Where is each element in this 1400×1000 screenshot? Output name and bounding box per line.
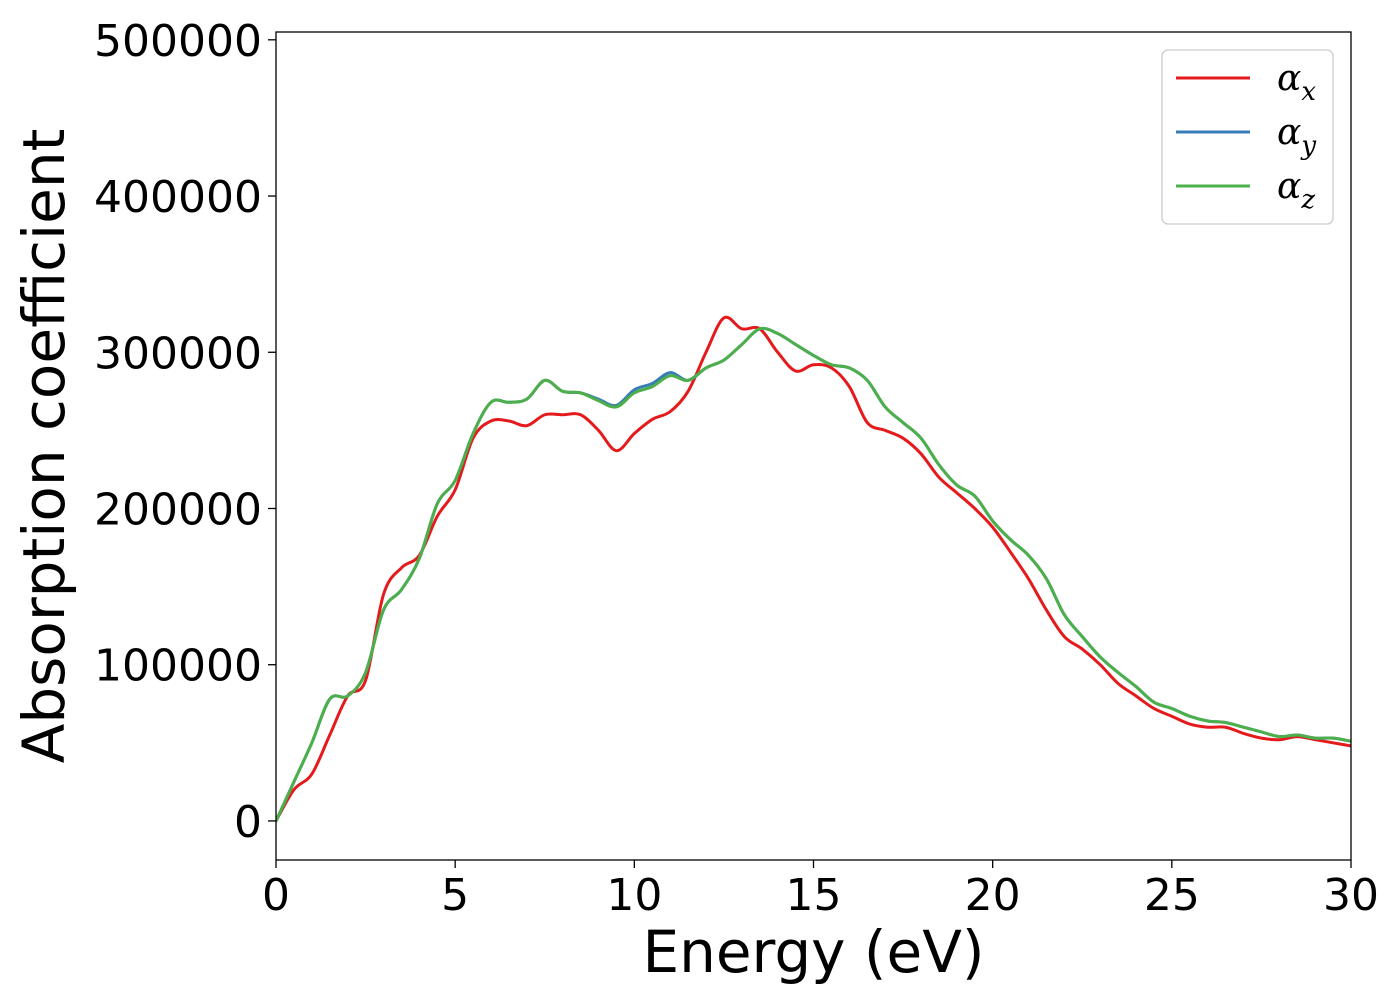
x-tick-label: 20 [965, 870, 1021, 921]
y-axis-ticks: 0 100000 200000 300000 400000 500000 [94, 16, 276, 848]
series-lines [276, 315, 1351, 823]
x-tick-label: 5 [441, 870, 469, 921]
y-tick-label: 300000 [94, 328, 262, 379]
y-tick-label: 200000 [94, 484, 262, 535]
y-axis-title: Absorption coefficient [10, 129, 78, 764]
legend-label-y: αy [1277, 112, 1316, 161]
x-tick-label: 30 [1323, 870, 1379, 921]
series-line-z [276, 326, 1351, 823]
legend-label-x: αx [1277, 58, 1316, 107]
legend-subscript: x [1301, 77, 1316, 107]
x-tick-label: 10 [606, 870, 662, 921]
x-tick-label: 0 [262, 870, 290, 921]
x-axis-title: Energy (eV) [642, 918, 984, 986]
y-tick-label: 400000 [94, 172, 262, 223]
x-axis-ticks: 0 5 10 15 20 25 30 [262, 860, 1379, 921]
y-tick-label: 100000 [94, 641, 262, 692]
legend-symbol: α [1277, 166, 1301, 207]
y-tick-label: 500000 [94, 16, 262, 67]
legend-subscript: z [1300, 185, 1315, 215]
x-tick-label: 15 [786, 870, 842, 921]
legend-subscript: y [1300, 131, 1316, 161]
legend-box [1161, 49, 1334, 225]
x-tick-label: 25 [1144, 870, 1200, 921]
legend-symbol: α [1277, 58, 1301, 99]
series-line-x [276, 315, 1351, 823]
y-tick-label: 0 [234, 797, 262, 848]
legend-symbol: α [1277, 112, 1301, 153]
series-line-y [276, 326, 1351, 823]
legend-label-z: αz [1277, 166, 1315, 215]
